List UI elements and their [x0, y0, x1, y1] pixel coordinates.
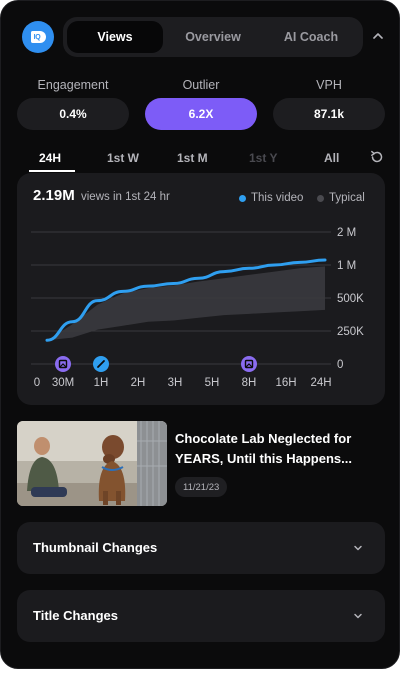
- legend-this-video[interactable]: This video: [239, 192, 303, 204]
- pencil-icon: [97, 360, 105, 368]
- views-chart[interactable]: 2 M 1 M 500K 250K 0 0 30M 1H 2H 3H 5H 8H 16H 24H: [1, 1, 400, 421]
- logo-mark: IQ: [30, 31, 46, 43]
- chevron-down-icon: [354, 613, 362, 619]
- video-title[interactable]: Chocolate Lab Neglected for YEARS, Until…: [175, 431, 352, 466]
- tab-ai-coach[interactable]: AI Coach: [283, 30, 339, 44]
- thumbnail-image: [17, 421, 167, 506]
- x-tick-label: 16H: [275, 377, 296, 389]
- video-date-badge: 11/21/23: [175, 477, 228, 497]
- typical-range-area: [47, 266, 325, 341]
- y-tick-label: 1 M: [337, 260, 356, 272]
- legend-dot-this-video: [239, 194, 246, 202]
- y-tick-label: 2 M: [337, 227, 356, 239]
- x-tick-label: 5H: [205, 377, 220, 389]
- chevron-down-icon: [354, 545, 362, 551]
- reset-icon[interactable]: [369, 149, 385, 165]
- x-tick-label: 24H: [310, 377, 331, 389]
- x-tick-label: 2H: [131, 377, 146, 389]
- app-logo[interactable]: IQ: [22, 21, 54, 53]
- views-panel: IQ Views Overview AI Coach Engagement 0.…: [0, 0, 400, 669]
- thumbnail-changes-label: Thumbnail Changes: [33, 540, 158, 555]
- x-tick-label: 8H: [242, 377, 257, 389]
- x-tick-label: 30M: [52, 377, 74, 389]
- legend-label-this-video: This video: [251, 192, 304, 204]
- legend-dot-typical: [317, 194, 324, 202]
- views-total: 2.19M: [33, 187, 75, 204]
- x-tick-label: 0: [34, 377, 40, 389]
- y-tick-label: 250K: [337, 326, 364, 338]
- legend-label-typical: Typical: [329, 192, 365, 204]
- this-video-line: [45, 258, 327, 342]
- y-tick-label: 0: [337, 359, 343, 371]
- outlier-label: Outlier: [182, 78, 220, 92]
- title-changes-label: Title Changes: [33, 608, 119, 623]
- engagement-value[interactable]: 0.4%: [17, 98, 129, 130]
- range-1st-month[interactable]: 1st M: [177, 151, 208, 165]
- range-24h[interactable]: 24H: [39, 151, 62, 165]
- active-range-indicator: [29, 170, 75, 172]
- image-icon: [244, 359, 254, 369]
- views-caption: views in 1st 24 hr: [81, 191, 170, 203]
- range-all[interactable]: All: [324, 151, 340, 165]
- chevron-up-icon[interactable]: [369, 27, 387, 45]
- x-tick-label: 3H: [168, 377, 183, 389]
- engagement-label: Engagement: [37, 78, 109, 92]
- legend-typical[interactable]: Typical: [317, 192, 365, 204]
- vph-label: VPH: [316, 78, 342, 92]
- image-icon-mountain: [245, 363, 253, 368]
- y-tick-label: 500K: [337, 293, 364, 305]
- image-icon-mountain: [59, 363, 67, 368]
- tab-overview[interactable]: Overview: [185, 30, 241, 44]
- x-tick-label: 1H: [94, 377, 109, 389]
- vph-value[interactable]: 87.1k: [273, 98, 385, 130]
- outlier-value[interactable]: 6.2X: [145, 98, 257, 130]
- range-1st-week[interactable]: 1st W: [107, 151, 140, 165]
- tab-views[interactable]: Views: [67, 21, 163, 53]
- thumbnail-changes-accordion[interactable]: Thumbnail Changes: [17, 522, 385, 574]
- image-icon: [58, 359, 68, 369]
- range-1st-year: 1st Y: [249, 151, 278, 165]
- video-thumbnail[interactable]: [17, 421, 167, 506]
- title-changes-accordion[interactable]: Title Changes: [17, 590, 385, 642]
- tab-bar: Views Overview AI Coach: [63, 17, 363, 57]
